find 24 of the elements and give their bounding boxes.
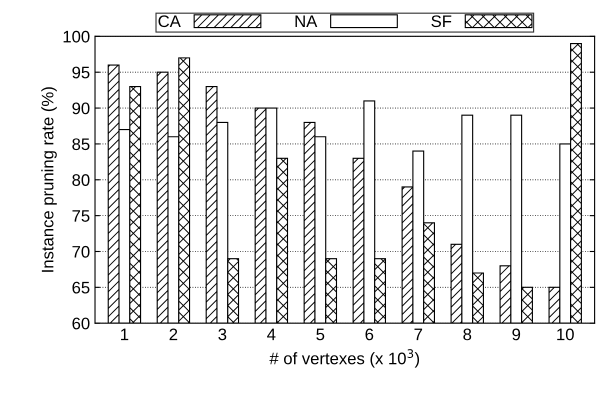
y-tick-label: 65 <box>72 282 90 294</box>
x-tick-label: 7 <box>414 328 422 340</box>
y-axis-title: Instance pruning rate (%) <box>41 87 57 272</box>
y-tick-label: 100 <box>64 30 90 43</box>
x-tick-label: 8 <box>463 328 472 340</box>
x-axis-title: # of vertexes (x 10$^{3}$) <box>269 349 420 368</box>
legend-label: SF <box>431 15 452 28</box>
legend-label: CA <box>158 15 181 28</box>
y-tick-label: 95 <box>72 66 90 78</box>
x-tick-label: 4 <box>267 328 276 340</box>
y-tick-label: 90 <box>72 102 90 114</box>
x-tick-label: 5 <box>316 328 324 340</box>
y-tick-label: 85 <box>72 138 90 150</box>
y-tick-label: 60 <box>72 318 90 330</box>
y-tick-label: 75 <box>72 210 90 222</box>
legend-label: NA <box>296 16 318 27</box>
x-tick-label: 10 <box>557 328 574 340</box>
x-tick-label: 3 <box>218 328 226 340</box>
x-tick-label: 1 <box>121 328 128 340</box>
y-tick-label: 80 <box>72 174 90 186</box>
x-tick-label: 6 <box>366 328 374 340</box>
x-tick-label: 2 <box>170 328 178 340</box>
y-tick-label: 70 <box>72 246 90 258</box>
x-tick-label: 9 <box>512 328 520 340</box>
